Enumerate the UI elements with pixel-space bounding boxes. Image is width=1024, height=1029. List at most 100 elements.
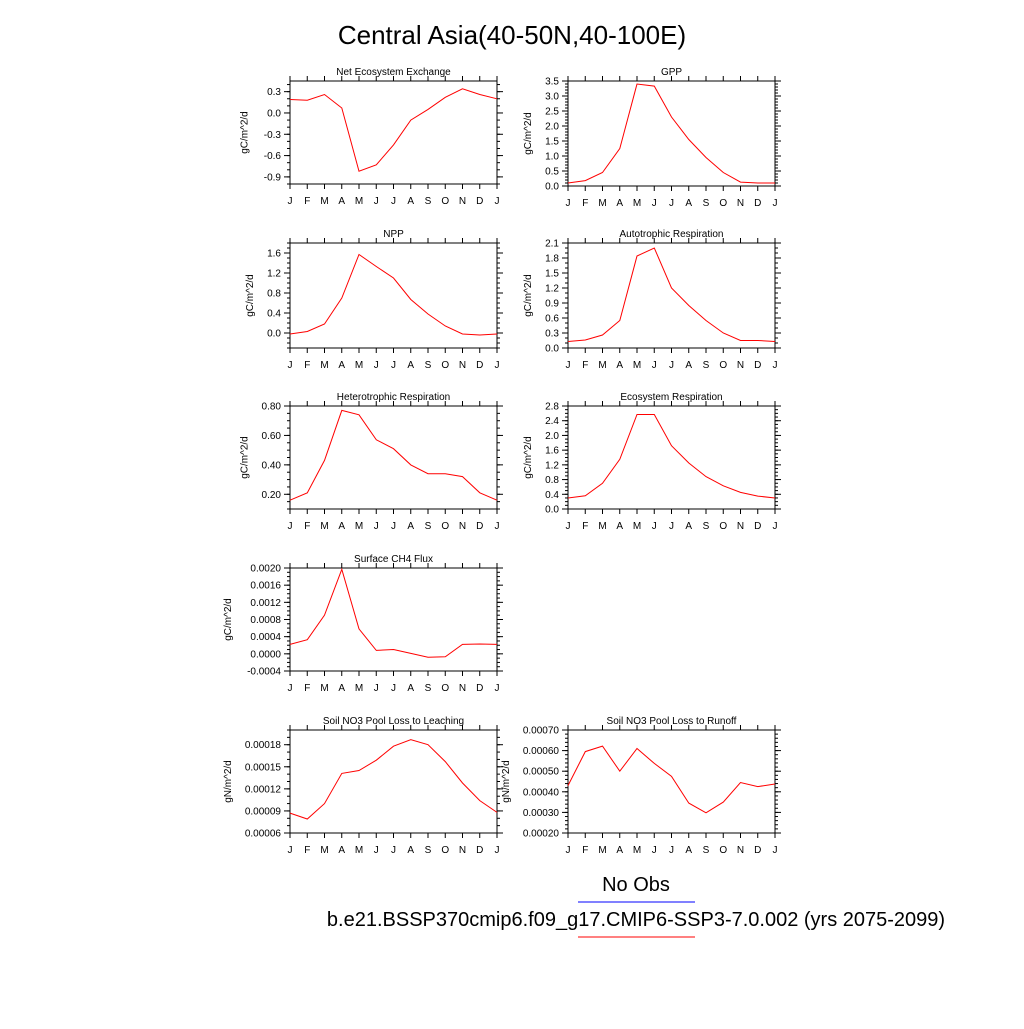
y-tick-label: 0.0 [267,329,281,340]
y-tick-label: 0.0 [545,505,559,516]
legend-obs-label: No Obs [602,874,670,896]
x-tick-label: A [338,845,345,856]
legend-model-label: b.e21.BSSP370cmip6.f09_g17.CMIP6-SSP3-7.… [327,909,945,931]
y-tick-label: 3.0 [545,92,559,103]
x-tick-label: O [441,196,449,207]
plot-frame [289,80,498,185]
panel-title: Autotrophic Respiration [620,229,724,240]
y-tick-label: 1.6 [545,446,559,457]
x-tick-label: M [598,360,606,371]
y-axis-label: gN/m^2/d [223,760,234,803]
y-tick-label: 2.0 [545,431,559,442]
y-tick-label: 0.00050 [523,767,560,778]
x-tick-label: M [355,196,363,207]
x-tick-label: F [582,360,588,371]
x-tick-label: M [355,683,363,694]
x-tick-label: A [685,360,692,371]
panel-title: Heterotrophic Respiration [337,392,450,403]
x-tick-label: J [288,360,293,371]
x-tick-label: D [754,845,761,856]
x-tick-label: J [566,360,571,371]
y-axis-label: gC/m^2/d [523,274,534,317]
y-tick-label: 3.5 [545,77,559,88]
x-tick-label: S [703,360,710,371]
x-tick-label: A [338,196,345,207]
y-tick-label: 2.5 [545,107,559,118]
x-tick-label: M [633,198,641,209]
y-tick-label: 0.0016 [250,581,281,592]
x-tick-label: O [441,845,449,856]
y-tick-label: 0.00070 [523,726,560,737]
x-tick-label: M [355,360,363,371]
plot-frame [289,405,498,510]
y-tick-label: 0.0 [545,182,559,193]
x-tick-label: F [304,683,310,694]
x-tick-label: J [495,196,500,207]
x-tick-label: F [304,196,310,207]
x-tick-label: D [476,683,483,694]
x-tick-label: M [320,360,328,371]
y-axis-label: gC/m^2/d [245,274,256,317]
x-tick-label: J [374,845,379,856]
y-tick-label: 0.4 [545,490,559,501]
x-tick-label: M [355,521,363,532]
x-tick-label: A [338,360,345,371]
y-axis-label: gC/m^2/d [240,111,251,154]
x-tick-label: N [459,845,466,856]
plot-frame [567,729,776,834]
x-tick-label: O [719,521,727,532]
x-tick-label: M [355,845,363,856]
y-tick-label: 0.00040 [523,787,560,798]
x-tick-label: J [566,521,571,532]
y-axis-label: gC/m^2/d [223,598,234,641]
x-tick-label: M [320,521,328,532]
y-tick-label: 0.40 [262,460,282,471]
x-tick-label: S [425,360,432,371]
series-line [567,745,776,814]
x-tick-label: A [685,521,692,532]
x-tick-label: D [476,521,483,532]
legend: No Obs b.e21.BSSP370cmip6.f09_g17.CMIP6-… [327,874,945,938]
x-tick-label: N [737,845,744,856]
y-tick-label: 0.60 [262,431,282,442]
y-tick-label: 0.3 [267,87,281,98]
y-tick-label: 0.0012 [250,598,281,609]
plot-frame [289,729,498,834]
x-tick-label: J [288,521,293,532]
panel-title: Surface CH4 Flux [354,554,433,565]
x-tick-label: A [616,521,623,532]
x-tick-label: N [459,683,466,694]
x-tick-label: M [320,845,328,856]
y-tick-label: 0.0000 [250,649,281,660]
y-tick-label: 0.0 [267,108,281,119]
y-tick-label: 0.00009 [245,806,282,817]
series-line [289,409,498,501]
x-tick-label: O [719,845,727,856]
x-tick-label: A [616,360,623,371]
y-tick-label: -0.9 [264,172,282,183]
y-tick-label: -0.6 [264,151,282,162]
x-tick-label: F [304,845,310,856]
y-tick-label: 0.00012 [245,784,282,795]
x-tick-label: A [616,845,623,856]
x-tick-label: J [566,845,571,856]
x-tick-label: A [407,521,414,532]
x-tick-label: S [425,196,432,207]
y-tick-label: -0.3 [264,130,282,141]
x-tick-label: J [391,521,396,532]
y-tick-label: 1.0 [545,152,559,163]
x-tick-label: J [495,683,500,694]
y-axis-label: gN/m^2/d [501,760,512,803]
x-tick-label: F [582,198,588,209]
x-tick-label: J [652,360,657,371]
x-tick-label: D [754,198,761,209]
x-tick-label: J [374,683,379,694]
x-tick-label: J [669,521,674,532]
y-tick-label: 1.2 [267,269,281,280]
x-tick-label: J [374,360,379,371]
